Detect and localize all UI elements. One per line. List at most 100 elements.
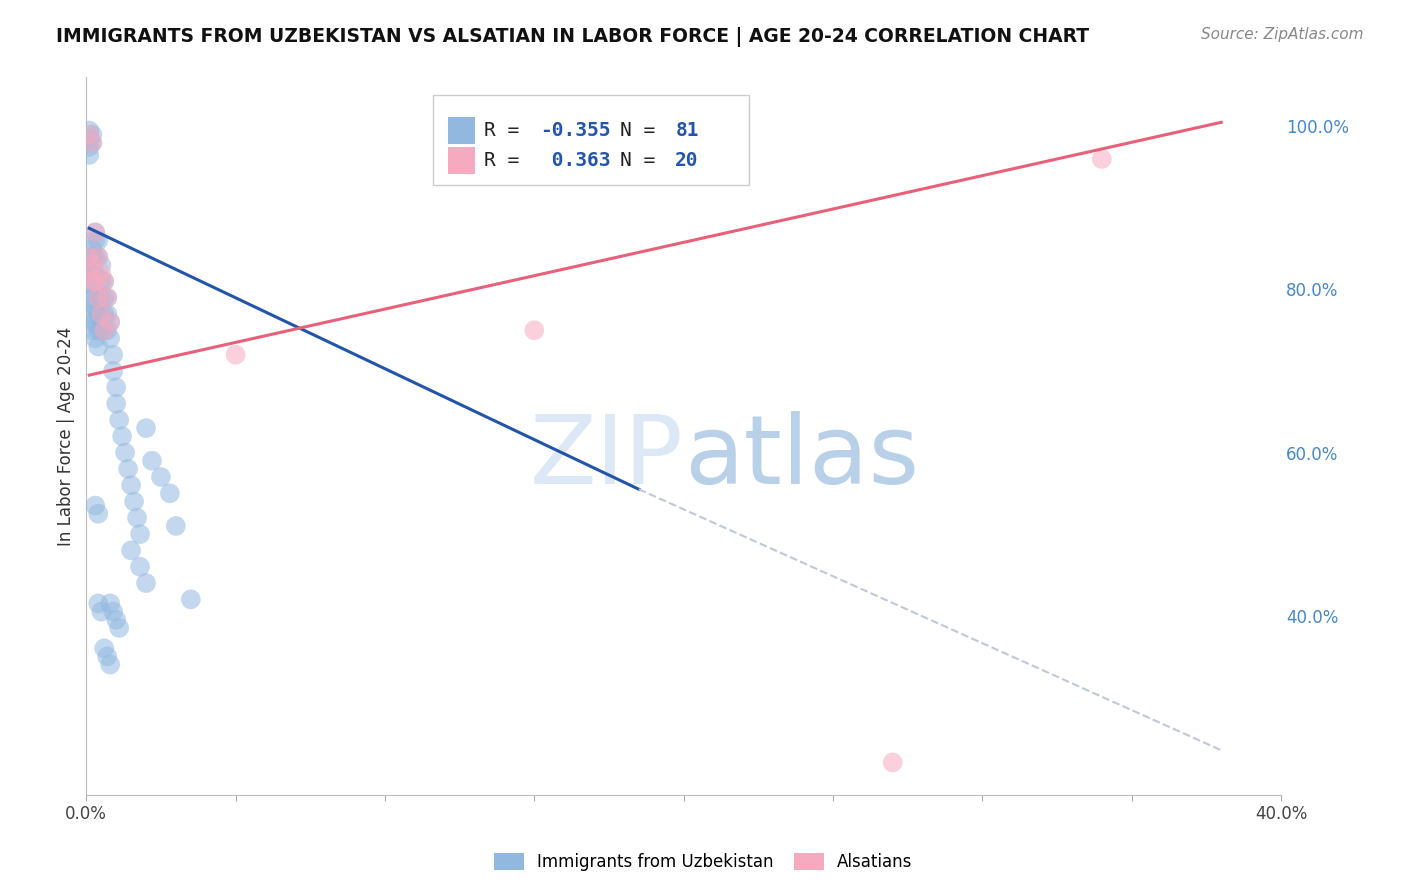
- Point: [77, 250, 100, 264]
- FancyBboxPatch shape: [433, 95, 749, 185]
- Legend: Immigrants from Uzbekistan, Alsatians: Immigrants from Uzbekistan, Alsatians: [485, 845, 921, 880]
- Point: [84, 299, 107, 313]
- Y-axis label: In Labor Force | Age 20-24: In Labor Force | Age 20-24: [58, 326, 75, 546]
- Point: [149, 470, 172, 484]
- Point: [84, 250, 107, 264]
- Point: [96, 307, 118, 321]
- Point: [120, 543, 142, 558]
- Point: [93, 323, 115, 337]
- Point: [90, 291, 112, 305]
- Point: [101, 364, 124, 378]
- Point: [82, 136, 104, 150]
- Point: [523, 323, 546, 337]
- Point: [82, 136, 104, 150]
- Point: [90, 323, 112, 337]
- Point: [90, 605, 112, 619]
- Point: [93, 291, 115, 305]
- Text: atlas: atlas: [683, 411, 918, 504]
- Point: [77, 148, 100, 162]
- Point: [98, 331, 121, 345]
- Point: [82, 299, 104, 313]
- Point: [225, 348, 247, 362]
- Point: [77, 283, 100, 297]
- Point: [82, 307, 104, 321]
- Point: [98, 596, 121, 610]
- Point: [84, 499, 107, 513]
- Point: [84, 274, 107, 288]
- Point: [87, 291, 110, 305]
- Text: N =: N =: [620, 120, 668, 140]
- Point: [117, 462, 139, 476]
- Point: [84, 234, 107, 248]
- Point: [135, 421, 157, 435]
- Point: [82, 323, 104, 337]
- Point: [90, 266, 112, 280]
- Point: [96, 649, 118, 664]
- Point: [141, 453, 163, 467]
- Point: [159, 486, 181, 500]
- Point: [77, 123, 100, 137]
- Point: [84, 226, 107, 240]
- Point: [93, 323, 115, 337]
- Point: [111, 429, 134, 443]
- Point: [105, 380, 128, 394]
- Point: [77, 140, 100, 154]
- Point: [165, 519, 187, 533]
- Point: [82, 250, 104, 264]
- Point: [96, 291, 118, 305]
- Point: [93, 274, 115, 288]
- Point: [90, 307, 112, 321]
- Point: [96, 291, 118, 305]
- Point: [82, 315, 104, 329]
- Point: [84, 331, 107, 345]
- Text: 20: 20: [675, 152, 699, 170]
- Point: [82, 258, 104, 272]
- Point: [96, 323, 118, 337]
- Point: [1091, 152, 1114, 166]
- Point: [87, 250, 110, 264]
- Text: 0.363: 0.363: [540, 152, 610, 170]
- Point: [90, 307, 112, 321]
- Point: [87, 596, 110, 610]
- Point: [87, 307, 110, 321]
- Point: [101, 605, 124, 619]
- Bar: [449, 147, 475, 175]
- Text: R =: R =: [484, 120, 531, 140]
- Point: [77, 266, 100, 280]
- Point: [108, 621, 131, 635]
- Text: ZIP: ZIP: [530, 411, 683, 504]
- Point: [77, 266, 100, 280]
- Point: [77, 131, 100, 145]
- Point: [87, 323, 110, 337]
- Text: N =: N =: [620, 152, 668, 170]
- Text: -0.355: -0.355: [540, 120, 610, 140]
- Text: R =: R =: [484, 152, 531, 170]
- Text: Source: ZipAtlas.com: Source: ZipAtlas.com: [1201, 27, 1364, 42]
- Point: [82, 274, 104, 288]
- Point: [87, 234, 110, 248]
- Point: [135, 576, 157, 591]
- Text: 81: 81: [675, 120, 699, 140]
- Point: [101, 348, 124, 362]
- Point: [87, 250, 110, 264]
- Point: [114, 445, 136, 459]
- Point: [82, 128, 104, 142]
- Point: [77, 250, 100, 264]
- Point: [84, 283, 107, 297]
- Point: [122, 494, 145, 508]
- Point: [93, 307, 115, 321]
- Point: [93, 641, 115, 656]
- Point: [84, 266, 107, 280]
- Point: [105, 613, 128, 627]
- Point: [129, 559, 152, 574]
- Point: [87, 340, 110, 354]
- Point: [93, 274, 115, 288]
- Point: [98, 315, 121, 329]
- Point: [180, 592, 202, 607]
- Point: [129, 527, 152, 541]
- Text: IMMIGRANTS FROM UZBEKISTAN VS ALSATIAN IN LABOR FORCE | AGE 20-24 CORRELATION CH: IMMIGRANTS FROM UZBEKISTAN VS ALSATIAN I…: [56, 27, 1090, 46]
- Point: [98, 657, 121, 672]
- Point: [84, 226, 107, 240]
- Point: [882, 756, 904, 770]
- Point: [77, 128, 100, 142]
